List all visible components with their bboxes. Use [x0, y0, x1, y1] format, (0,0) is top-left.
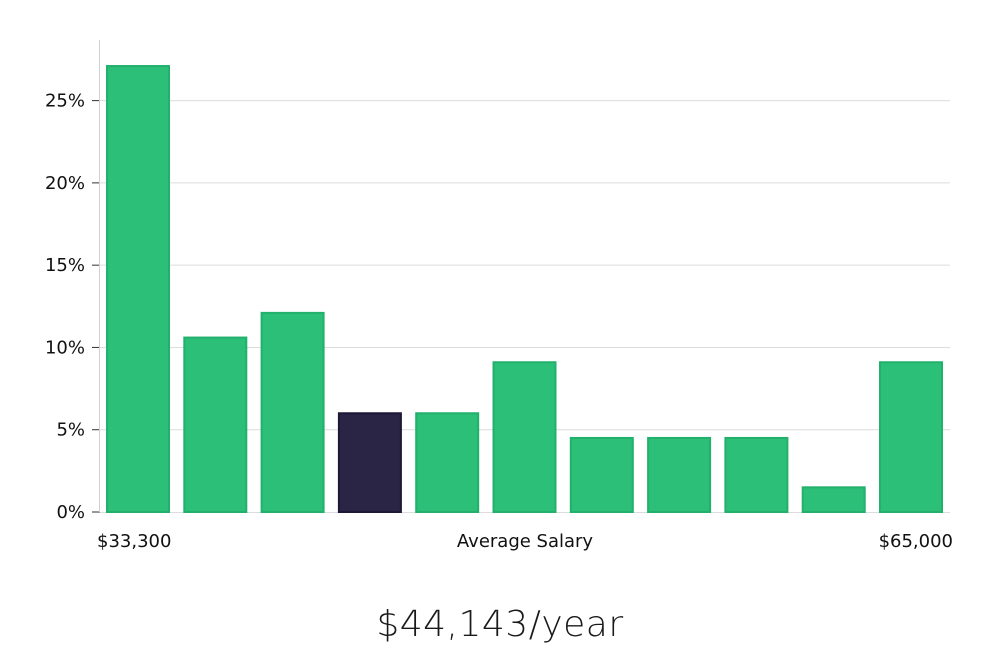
x-start-label: $33,300 — [97, 531, 171, 552]
x-end-label: $65,000 — [879, 531, 953, 552]
y-axis-ticks: 0% 5% 10% 15% 20% 25% — [45, 91, 100, 523]
bar — [260, 311, 325, 513]
salary-histogram: 0%5%10%15%20%25% $33,300 Average Salary … — [45, 40, 953, 552]
bar — [724, 436, 789, 513]
bar — [569, 436, 634, 513]
y-tick-label: 5% — [56, 420, 85, 441]
bar — [415, 412, 480, 513]
bar-highlighted — [337, 412, 402, 513]
bars — [106, 65, 943, 514]
bar — [801, 486, 866, 514]
bar — [879, 361, 943, 513]
y-tick-label: 25% — [45, 91, 85, 112]
bar — [106, 65, 170, 513]
bar — [183, 336, 248, 513]
bar — [647, 436, 712, 513]
y-tick-label: 10% — [45, 337, 85, 358]
y-tick-label: 15% — [45, 255, 85, 276]
y-tick-label: 0% — [56, 502, 85, 523]
y-tick-label: 20% — [45, 173, 85, 194]
average-salary-value: $44,143/year — [376, 604, 624, 645]
x-axis-title: Average Salary — [457, 531, 594, 552]
bar — [492, 361, 557, 513]
